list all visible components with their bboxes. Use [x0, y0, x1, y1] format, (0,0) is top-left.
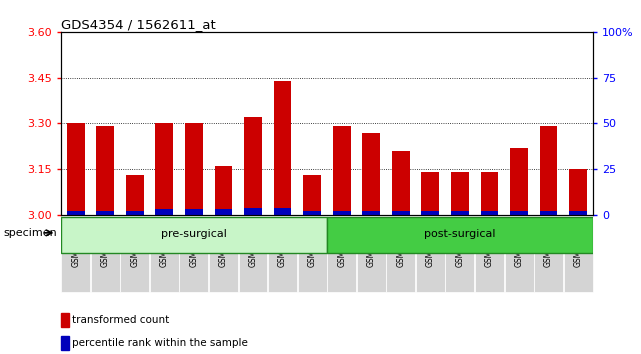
Bar — [510, 211, 528, 215]
Bar — [215, 209, 232, 215]
Bar — [303, 211, 321, 215]
Bar — [451, 211, 469, 215]
Bar — [185, 123, 203, 215]
Bar — [481, 172, 498, 215]
Bar — [156, 209, 173, 215]
Bar — [569, 169, 587, 215]
Bar — [303, 175, 321, 215]
Bar — [185, 209, 203, 215]
Bar — [333, 211, 351, 215]
Bar — [126, 175, 144, 215]
Bar — [215, 166, 232, 215]
Bar — [333, 126, 351, 215]
Text: transformed count: transformed count — [72, 315, 169, 325]
Bar — [274, 81, 292, 215]
Bar — [392, 211, 410, 215]
Bar — [392, 151, 410, 215]
Text: pre-surgical: pre-surgical — [161, 229, 227, 239]
FancyBboxPatch shape — [61, 217, 327, 253]
Bar — [244, 207, 262, 215]
Bar — [540, 126, 558, 215]
Text: specimen: specimen — [3, 228, 57, 238]
Bar — [362, 132, 380, 215]
Bar — [126, 211, 144, 215]
Bar — [451, 172, 469, 215]
Bar — [244, 117, 262, 215]
Bar — [67, 123, 85, 215]
Bar — [422, 172, 439, 215]
Bar — [67, 211, 85, 215]
Bar — [96, 211, 114, 215]
Bar — [362, 211, 380, 215]
Bar — [540, 211, 558, 215]
Text: GDS4354 / 1562611_at: GDS4354 / 1562611_at — [61, 18, 215, 31]
Bar — [569, 211, 587, 215]
Bar — [422, 211, 439, 215]
Bar — [156, 123, 173, 215]
Text: post-surgical: post-surgical — [424, 229, 495, 239]
FancyBboxPatch shape — [327, 217, 593, 253]
Bar — [481, 211, 498, 215]
Text: percentile rank within the sample: percentile rank within the sample — [72, 338, 247, 348]
Bar — [510, 148, 528, 215]
Bar — [274, 207, 292, 215]
Bar — [96, 126, 114, 215]
